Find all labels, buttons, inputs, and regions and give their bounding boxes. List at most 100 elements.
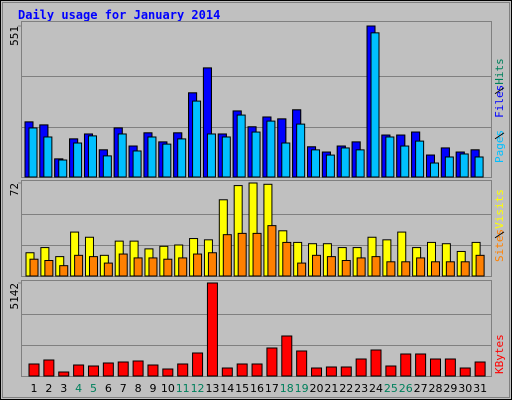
bar bbox=[297, 262, 307, 277]
bar bbox=[117, 133, 127, 178]
x-tick-label: 19 bbox=[295, 382, 309, 395]
legend-entry: Pages bbox=[493, 130, 506, 163]
bar bbox=[222, 234, 232, 277]
bar bbox=[266, 347, 278, 377]
bar bbox=[370, 349, 382, 377]
x-tick-label: 17 bbox=[265, 382, 279, 395]
bar bbox=[281, 335, 293, 377]
x-tick-label: 24 bbox=[369, 382, 383, 395]
bar bbox=[43, 359, 55, 377]
bar bbox=[312, 254, 322, 277]
bar bbox=[118, 253, 128, 277]
bar bbox=[177, 138, 187, 178]
bar bbox=[132, 150, 142, 178]
bar bbox=[28, 127, 38, 178]
bar bbox=[444, 358, 456, 377]
bar bbox=[325, 154, 335, 178]
bar bbox=[341, 260, 351, 277]
bar bbox=[474, 361, 486, 377]
bar bbox=[221, 367, 233, 377]
x-tick-label: 21 bbox=[324, 382, 338, 395]
x-tick-label: 1 bbox=[31, 382, 38, 395]
x-tick-label: 8 bbox=[135, 382, 142, 395]
chart-title: Daily usage for January 2014 bbox=[18, 8, 220, 22]
bar bbox=[281, 142, 291, 178]
bar bbox=[311, 367, 323, 377]
bar bbox=[29, 258, 39, 277]
y-tick-label: 5142 bbox=[8, 283, 21, 310]
x-tick-label: 25 bbox=[384, 382, 398, 395]
bar bbox=[133, 257, 143, 277]
bar bbox=[401, 261, 411, 277]
legend-entry: Files bbox=[493, 85, 506, 118]
bar bbox=[340, 147, 350, 178]
legend-entry: KBytes bbox=[493, 334, 506, 374]
bar bbox=[356, 257, 366, 277]
bar bbox=[430, 261, 440, 277]
x-tick-label: 9 bbox=[149, 382, 156, 395]
bar bbox=[43, 136, 53, 178]
bar bbox=[236, 363, 248, 377]
legend-entry: Visits bbox=[493, 189, 506, 229]
bar bbox=[355, 358, 367, 377]
bar bbox=[325, 366, 337, 377]
x-tick-label: 13 bbox=[205, 382, 219, 395]
bar bbox=[102, 362, 114, 377]
bar bbox=[236, 114, 246, 178]
bar bbox=[267, 225, 277, 277]
x-tick-label: 15 bbox=[235, 382, 249, 395]
bar bbox=[416, 257, 426, 277]
x-tick-label: 18 bbox=[280, 382, 294, 395]
x-tick-label: 14 bbox=[220, 382, 234, 395]
bar bbox=[28, 363, 40, 377]
y-tick-label: 551 bbox=[8, 26, 21, 46]
bar bbox=[460, 261, 470, 277]
y-tick-label: 72 bbox=[8, 183, 21, 196]
bar bbox=[163, 258, 173, 277]
x-tick-label: 2 bbox=[45, 382, 52, 395]
x-tick-label: 30 bbox=[458, 382, 472, 395]
bar bbox=[87, 365, 99, 377]
bar bbox=[475, 254, 485, 277]
bar bbox=[385, 365, 397, 377]
bar bbox=[444, 156, 454, 178]
bar bbox=[252, 232, 262, 277]
bar bbox=[206, 133, 216, 178]
bar bbox=[386, 261, 396, 277]
bar bbox=[371, 256, 381, 277]
bar bbox=[148, 257, 158, 277]
bar bbox=[296, 350, 308, 377]
bar bbox=[251, 131, 261, 178]
bar bbox=[429, 358, 441, 377]
bar bbox=[58, 371, 70, 377]
bar bbox=[296, 123, 306, 178]
x-tick-label: 22 bbox=[339, 382, 353, 395]
bar bbox=[429, 162, 439, 178]
bar bbox=[266, 120, 276, 178]
x-tick-label: 11 bbox=[176, 382, 190, 395]
bar bbox=[311, 149, 321, 178]
bar bbox=[147, 364, 159, 377]
x-tick-label: 28 bbox=[428, 382, 442, 395]
x-tick-label: 16 bbox=[250, 382, 264, 395]
bar bbox=[355, 149, 365, 178]
bar bbox=[74, 254, 84, 277]
bar bbox=[178, 257, 188, 277]
x-tick-label: 5 bbox=[90, 382, 97, 395]
x-tick-label: 20 bbox=[310, 382, 324, 395]
bar bbox=[370, 32, 380, 178]
legend-separator bbox=[494, 132, 505, 140]
bar bbox=[400, 145, 410, 178]
bar bbox=[102, 155, 112, 178]
bar bbox=[73, 364, 85, 377]
bar bbox=[282, 241, 292, 277]
x-tick-label: 7 bbox=[120, 382, 127, 395]
legend-entry: Hits bbox=[493, 58, 506, 85]
bar bbox=[132, 360, 144, 377]
bar bbox=[206, 282, 218, 377]
bar bbox=[58, 159, 68, 178]
bar bbox=[162, 143, 172, 178]
panel bbox=[21, 280, 492, 377]
x-tick-label: 12 bbox=[191, 382, 205, 395]
